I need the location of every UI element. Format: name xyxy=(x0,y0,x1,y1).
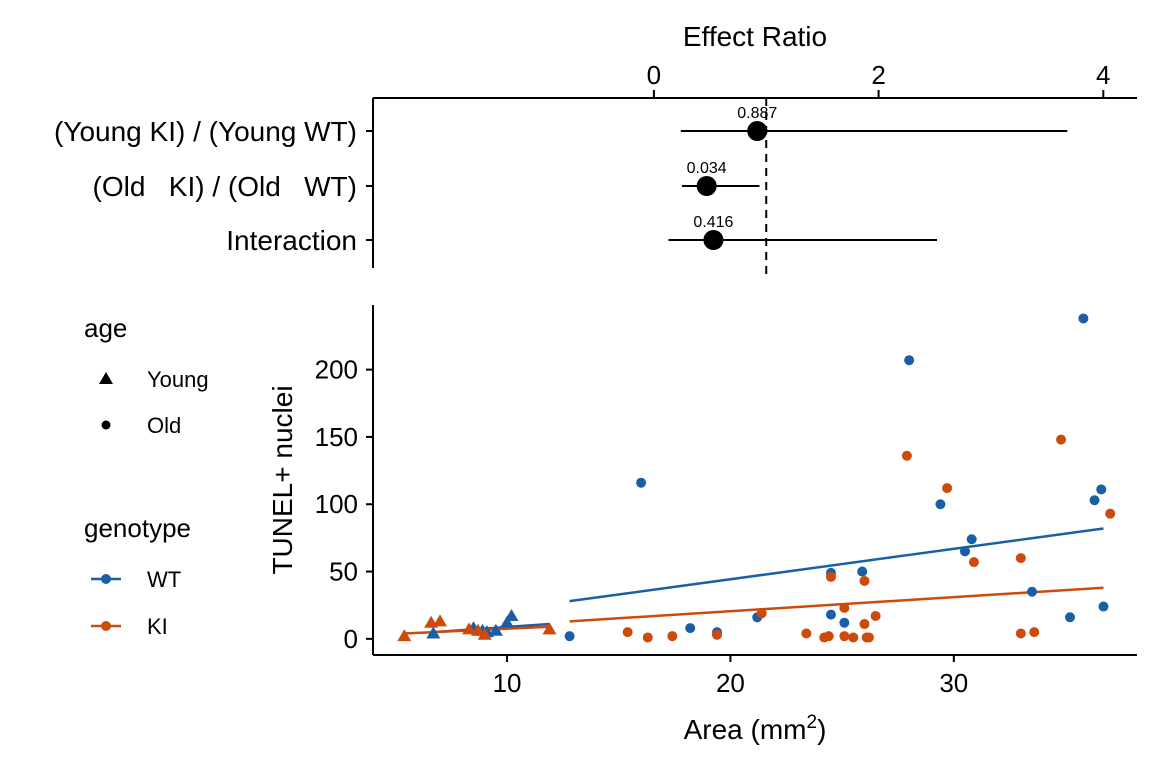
scatter-x-axis-title-end: ) xyxy=(817,714,826,745)
point-ki-old xyxy=(839,602,850,613)
legend-age-old-label: Old xyxy=(147,413,181,438)
point-wt-old xyxy=(1027,586,1038,597)
legend-circle-icon xyxy=(101,420,111,430)
point-wt-old xyxy=(966,534,977,545)
point-ki-old xyxy=(901,450,912,461)
point-wt-old xyxy=(1089,495,1100,506)
scatter-y-tick-label: 100 xyxy=(315,489,358,519)
point-ki-old xyxy=(756,608,767,619)
legend-triangle-icon xyxy=(99,372,113,384)
point-wt-old xyxy=(857,566,868,577)
forest-x-axis-title: Effect Ratio xyxy=(683,21,827,52)
legend-age-young-label: Young xyxy=(147,367,209,392)
scatter-x-axis-title: Area (mm2) xyxy=(684,712,827,745)
scatter-x-tick-label: 30 xyxy=(939,668,968,698)
point-wt-old xyxy=(904,355,915,366)
point-ki-old xyxy=(667,631,678,642)
point-ki-old xyxy=(942,483,953,494)
point-ki-old xyxy=(1015,628,1026,639)
point-ki-old xyxy=(823,631,834,642)
forest-x-tick-label: 4 xyxy=(1096,60,1110,90)
forest-row-label: (Old KI) / (Old WT) xyxy=(93,171,357,202)
scatter-x-axis-title-main: Area (mm xyxy=(684,714,807,745)
scatter-x-tick-label: 10 xyxy=(493,668,522,698)
point-ki-old xyxy=(859,575,870,586)
point-ki-old xyxy=(1056,434,1067,445)
forest-estimate-point xyxy=(696,176,717,196)
legend-age-title: age xyxy=(84,313,127,343)
point-ki-young xyxy=(397,629,412,642)
legend-genotype-title: genotype xyxy=(84,513,191,543)
legend-wt-point-icon xyxy=(101,574,111,584)
legend-genotype-ki-label: KI xyxy=(147,614,168,639)
point-ki-old xyxy=(870,610,881,621)
point-ki-old xyxy=(1105,508,1116,519)
forest-estimate-point xyxy=(703,230,724,250)
point-ki-young xyxy=(433,614,448,627)
forest-rows: (Young KI) / (Young WT) 0.887 (Old KI) / (… xyxy=(54,105,1068,256)
forest-estimate-label: 0.887 xyxy=(737,105,777,122)
point-ki-old xyxy=(1029,627,1040,638)
point-wt-old xyxy=(839,617,850,628)
forest-x-tick-label: 2 xyxy=(871,60,885,90)
point-ki-old xyxy=(622,627,633,638)
forest-row-label: Interaction xyxy=(226,225,357,256)
forest-plot-panel: Effect Ratio 0 2 4 (Young KI) / (Young WT)… xyxy=(54,21,1137,275)
point-wt-young xyxy=(488,623,503,636)
point-wt-old xyxy=(1064,612,1075,623)
point-wt-old xyxy=(685,623,696,634)
scatter-y-tick-label: 0 xyxy=(344,624,358,654)
point-wt-young xyxy=(504,608,519,621)
point-ki-old xyxy=(968,557,979,568)
point-wt-old xyxy=(1098,601,1109,612)
legend-age: age Young Old xyxy=(84,313,209,438)
point-wt-old xyxy=(825,609,836,620)
forest-x-tick-label: 0 xyxy=(647,60,661,90)
point-wt-old xyxy=(1078,313,1089,324)
legend-ki-point-icon xyxy=(101,621,111,631)
point-wt-young xyxy=(500,615,515,628)
point-ki-old xyxy=(712,629,723,640)
point-ki-old xyxy=(825,571,836,582)
legend-genotype-wt-label: WT xyxy=(147,567,181,592)
point-ki-old xyxy=(848,632,859,643)
scatter-y-tick-label: 150 xyxy=(315,422,358,452)
point-wt-old xyxy=(636,477,647,488)
point-ki-old xyxy=(642,632,653,643)
scatter-y-axis-title: TUNEL+ nuclei xyxy=(267,385,298,574)
point-ki-old xyxy=(863,632,874,643)
fit-line-wt-old xyxy=(569,527,1104,603)
point-ki-young xyxy=(462,622,477,635)
scatter-x-tick-label: 20 xyxy=(716,668,745,698)
point-wt-old xyxy=(1096,484,1107,495)
scatter-y-ticks: 0 50 100 150 200 xyxy=(315,355,373,654)
scatter-x-ticks: 10 20 30 xyxy=(493,655,968,698)
point-ki-young xyxy=(477,627,492,640)
fit-line-ki-old xyxy=(569,586,1104,623)
scatter-y-tick-label: 50 xyxy=(329,557,358,587)
point-ki-young xyxy=(542,622,557,635)
point-ki-old xyxy=(801,628,812,639)
point-wt-old xyxy=(564,631,575,642)
point-wt-young xyxy=(426,626,441,639)
forest-estimate-label: 0.034 xyxy=(687,160,727,177)
forest-estimate-point xyxy=(747,121,768,141)
forest-row-label: (Young KI) / (Young WT) xyxy=(54,116,357,147)
forest-estimate-label: 0.416 xyxy=(693,214,733,231)
point-ki-old xyxy=(859,619,870,630)
forest-x-ticks: 0 2 4 xyxy=(647,60,1111,98)
scatter-x-axis-title-superscript: 2 xyxy=(807,712,818,733)
scatter-plot-panel: 0 50 100 150 200 10 20 30 TUNEL+ nuclei Area (… xyxy=(267,305,1137,745)
scatter-points xyxy=(397,313,1116,643)
point-ki-old xyxy=(839,631,850,642)
scatter-y-tick-label: 200 xyxy=(315,355,358,385)
point-ki-young xyxy=(470,623,485,636)
point-wt-old xyxy=(935,499,946,510)
point-wt-old xyxy=(959,546,970,557)
point-ki-old xyxy=(1015,553,1026,564)
legend-genotype: genotype WT KI xyxy=(84,513,191,639)
